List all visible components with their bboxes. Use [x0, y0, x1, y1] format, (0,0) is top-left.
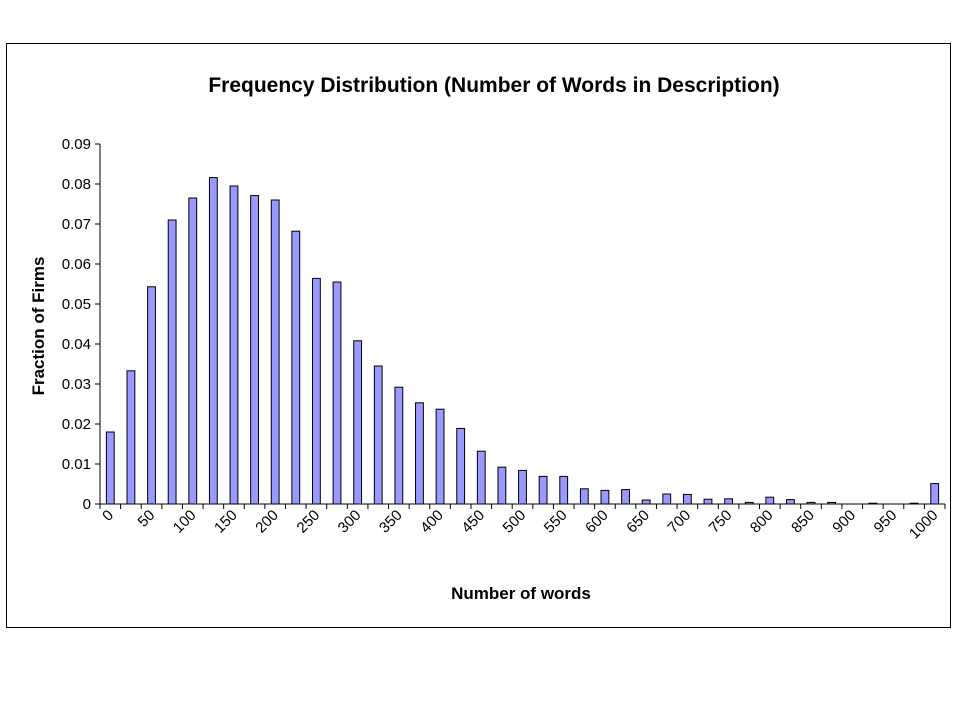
y-tick-label: 0.05 — [62, 296, 91, 313]
bar-600 — [600, 489, 610, 505]
y-tick-label: 0.09 — [62, 136, 91, 153]
x-tick-label: 650 — [623, 507, 653, 537]
y-tick-label: 0.03 — [62, 376, 91, 393]
x-tick-label: 600 — [582, 507, 612, 537]
frequency-chart: Frequency Distribution (Number of Words … — [29, 74, 946, 603]
bar-325 — [373, 365, 383, 505]
bar-625 — [621, 489, 630, 505]
bar-50 — [147, 286, 156, 505]
x-tick-label: 300 — [335, 507, 365, 537]
y-tick-label: 0.01 — [62, 456, 91, 473]
bar-375 — [415, 402, 424, 505]
bar-225 — [291, 230, 301, 505]
bar-275 — [332, 281, 342, 505]
y-tick-label: 0.02 — [62, 416, 91, 433]
x-tick-label: 350 — [376, 507, 406, 537]
x-tick-label: 750 — [706, 507, 736, 537]
x-tick-label: 900 — [829, 507, 859, 537]
bar-650 — [641, 499, 651, 505]
bar-0 — [105, 431, 115, 505]
x-tick-label: 250 — [294, 507, 324, 537]
chart-title: Frequency Distribution (Number of Words … — [208, 74, 779, 97]
x-tick-label: 1000 — [906, 507, 942, 543]
bar-25 — [126, 370, 136, 505]
x-axis-label: Number of words — [451, 584, 591, 603]
y-tick-label: 0 — [83, 496, 91, 513]
bar-700 — [682, 493, 692, 505]
bars-group — [105, 177, 940, 505]
bar-500 — [518, 469, 527, 505]
x-tick-label: 0 — [99, 507, 117, 525]
bar-350 — [394, 386, 404, 505]
bar-150 — [229, 185, 239, 505]
x-tick-label: 450 — [458, 507, 488, 537]
bar-450 — [476, 450, 486, 505]
x-ticks-group: 0 50 100 150 200 250 300 350 400 450 500 550 600 650 7… — [99, 504, 946, 543]
x-tick-label: 950 — [871, 507, 901, 537]
x-tick-label: 100 — [170, 507, 200, 537]
bar-725 — [703, 498, 713, 505]
y-tick-label: 0.04 — [62, 336, 91, 353]
y-tick-label: 0.07 — [62, 216, 91, 233]
y-ticks-group: 0 0.01 0.02 0.03 0.04 0.05 0.06 0.07 0.08 0.09 — [62, 136, 100, 513]
bar-200 — [270, 199, 280, 505]
x-tick-label: 550 — [541, 507, 571, 537]
bar-425 — [456, 427, 466, 505]
x-tick-label: 800 — [747, 507, 777, 537]
x-tick-label: 200 — [252, 507, 282, 537]
bar-800 — [765, 496, 775, 505]
y-tick-label: 0.06 — [62, 256, 91, 273]
bar-525 — [538, 475, 548, 505]
bar-300 — [353, 340, 363, 505]
bar-250 — [311, 277, 321, 505]
bar-825 — [786, 499, 795, 505]
y-axis-label: Fraction of Firms — [29, 257, 48, 396]
bar-550 — [559, 475, 569, 505]
bar-125 — [208, 177, 218, 505]
x-tick-label: 150 — [211, 507, 241, 537]
bar-750 — [724, 498, 734, 505]
y-tick-label: 0.08 — [62, 176, 91, 193]
x-tick-label: 700 — [664, 507, 694, 537]
x-tick-label: 850 — [788, 507, 818, 537]
x-tick-label: 400 — [417, 507, 447, 537]
bar-1000 — [930, 483, 940, 505]
x-tick-label: 500 — [500, 507, 530, 537]
chart-area: Frequency Distribution (Number of Words … — [6, 43, 951, 628]
bar-75 — [167, 219, 177, 505]
bar-175 — [250, 195, 259, 505]
x-tick-label: 50 — [135, 507, 159, 531]
bar-575 — [579, 488, 589, 505]
bar-400 — [435, 408, 445, 505]
bar-675 — [662, 493, 672, 505]
bar-100 — [188, 197, 198, 505]
bar-475 — [497, 466, 507, 505]
